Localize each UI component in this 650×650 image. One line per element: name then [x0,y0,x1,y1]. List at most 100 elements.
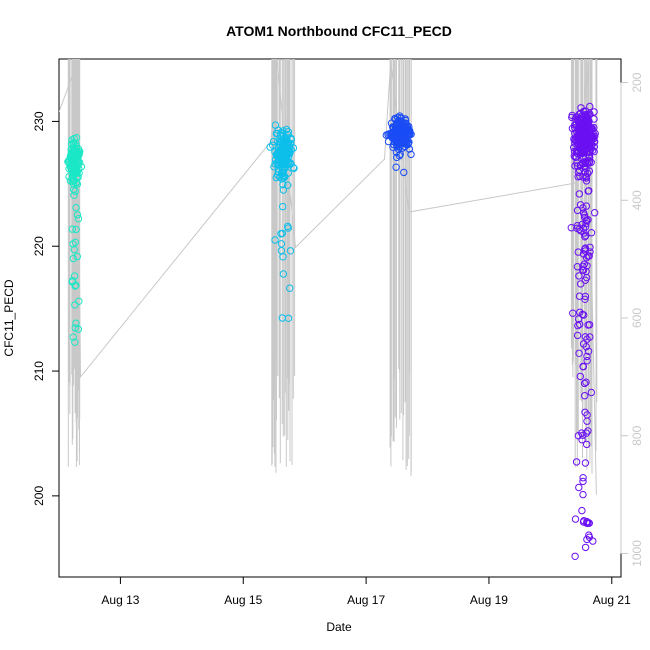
data-point [68,160,76,169]
data-point [572,113,580,121]
plot-frame [58,58,622,578]
data-point [279,270,288,278]
data-point [584,347,593,355]
data-point [72,203,80,212]
data-point [582,177,591,185]
data-point [583,517,591,526]
data-point [71,338,79,346]
data-point [279,138,287,146]
data-point [274,137,282,145]
data-point [286,284,294,292]
data-point [580,211,589,219]
data-point [579,262,587,270]
data-point [71,301,79,309]
data-point [579,362,587,371]
data-point [580,379,589,388]
data-point [74,325,83,333]
data-point [582,254,591,262]
data-point [400,124,408,132]
data-point [571,515,580,523]
data-point [285,153,293,161]
data-point [279,186,288,194]
data-point [70,134,78,143]
right-tick-label: 1000 [630,540,644,567]
data-point [281,163,289,171]
data-point [590,115,598,123]
data-point [575,272,583,280]
y-tick-label: 230 [32,111,46,131]
data-point [578,436,586,444]
data-point [277,230,285,238]
data-point [581,392,589,400]
data-point [70,147,79,155]
data-point [400,168,408,177]
data-point [73,211,82,219]
data-point [572,121,580,129]
data-point [280,174,288,182]
altitude-profile-2 [271,59,296,473]
data-point [585,167,594,175]
data-point [277,240,286,248]
data-point [72,319,80,327]
data-point [579,477,587,486]
chart-title: ATOM1 Northbound CFC11_PECD [226,23,452,39]
data-point [392,163,400,171]
data-point [572,458,581,466]
data-point [575,190,583,198]
data-point [587,229,596,237]
data-point [407,150,415,159]
data-point [389,125,398,133]
data-points [64,102,599,560]
data-point [586,243,594,252]
data-point [584,132,592,140]
data-point [581,333,589,341]
data-point [396,112,404,120]
data-point [591,209,599,217]
data-point [279,202,287,211]
data-point [585,187,593,195]
x-axis: Aug 13 Aug 15 Aug 17 Aug 19 Aug 21 [101,576,631,607]
data-point [579,474,587,482]
data-point [74,215,83,223]
data-point [571,139,579,147]
data-point [70,191,78,200]
data-point [584,519,592,527]
data-point [573,331,582,340]
data-point [585,151,593,159]
data-point [584,321,592,329]
data-point [574,248,582,256]
data-point [284,181,292,189]
data-point [272,129,281,138]
data-point [271,236,279,244]
data-point [277,129,285,137]
data-point [590,123,598,132]
data-point [579,490,587,499]
y-axis-label: CFC11_PECD [2,279,16,356]
data-point [73,252,82,261]
altitude-profile-3 [389,59,412,477]
data-point [579,224,588,233]
data-point [71,187,79,195]
data-point [71,324,79,332]
data-point [583,411,591,419]
data-point [579,340,588,348]
x-tick-label: Aug 21 [593,593,631,607]
data-point [278,154,286,162]
data-point [580,311,588,319]
right-tick-label: 400 [630,190,644,210]
flight-track-line [59,61,597,495]
altitude-profiles [59,59,598,495]
data-point [72,225,80,234]
data-point [587,388,595,397]
data-point [580,213,589,222]
data-point [266,143,274,151]
data-point [269,137,278,146]
data-point [284,222,292,231]
data-point [281,137,289,145]
data-point [284,128,292,136]
data-point [571,552,579,560]
data-point [576,372,584,381]
data-point [277,145,286,154]
data-point [581,459,590,467]
data-point [581,159,589,167]
